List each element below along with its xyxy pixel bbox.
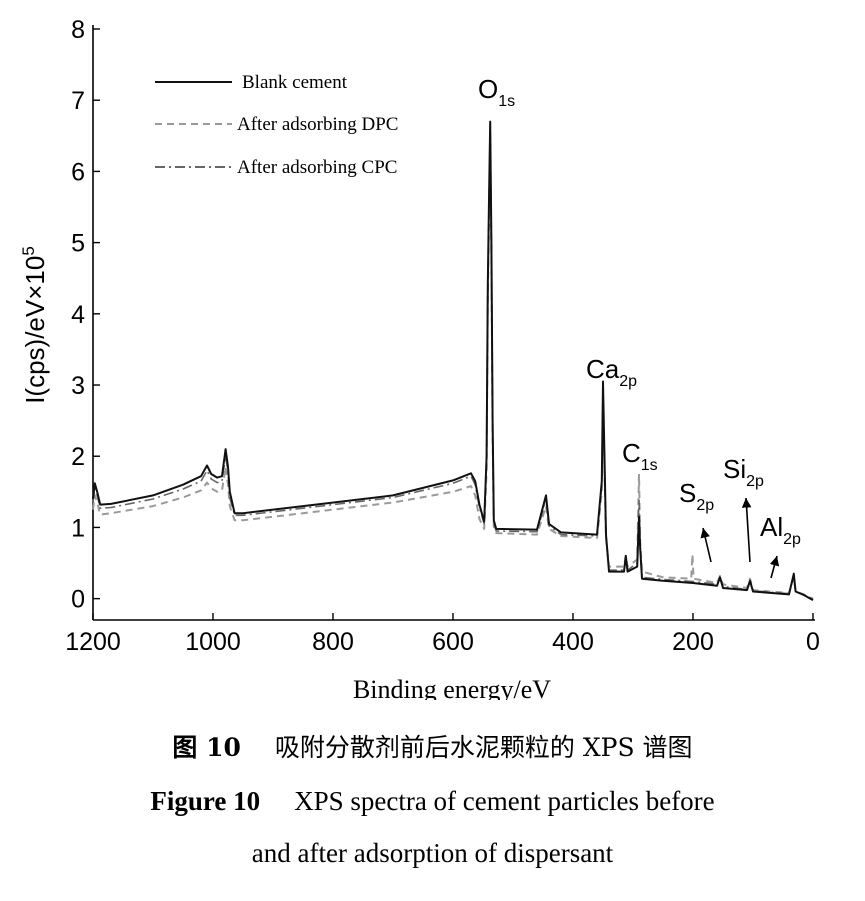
figure-caption-zh: 图 10 吸附分散剂前后水泥颗粒的 XPS 谱图 (0, 728, 865, 764)
y-tick-label: 3 (71, 372, 85, 400)
y-axis-label: I(cps)/eV×105 (19, 246, 50, 404)
y-tick-label: 8 (71, 16, 85, 44)
y-tick-label: 1 (71, 514, 85, 542)
series-layer (92, 120, 814, 601)
peak-arrow (769, 555, 780, 579)
y-tick-label: 7 (71, 87, 85, 115)
chart-legend: Blank cement After adsorbing DPC After ads… (146, 62, 446, 187)
peak-label: O1s (478, 74, 515, 110)
y-tick-label: 4 (71, 301, 85, 329)
x-tick-label: 1000 (185, 628, 241, 656)
x-tick-label: 800 (312, 628, 354, 656)
caption-zh-text: 吸附分散剂前后水泥颗粒的 XPS 谱图 (274, 733, 693, 762)
legend-label: After adsorbing DPC (237, 114, 398, 135)
x-tick-label: 0 (806, 628, 820, 656)
x-tick-label: 200 (672, 628, 714, 656)
peak-label: Al2p (760, 512, 801, 548)
caption-en-text-line1: XPS spectra of cement particles before (294, 786, 715, 816)
peak-label: S2p (679, 478, 714, 514)
series-line-blank-cement (92, 120, 814, 601)
series-line-after-adsorbing-dpc (92, 134, 814, 600)
figure-caption-en-line1: Figure 10 XPS spectra of cement particles… (0, 786, 865, 817)
x-axis-label: Binding energy/eV (353, 675, 551, 700)
x-tick-label: 1200 (65, 628, 121, 656)
x-tick-label: 600 (432, 628, 474, 656)
y-tick-label: 5 (71, 230, 85, 258)
xps-chart: 0 1 2 3 4 5 6 7 8 1200 1000 800 600 400 200 0 O1s Ca2p C1… (19, 16, 820, 700)
legend-label: Blank cement (242, 72, 348, 93)
y-tick-label: 0 (71, 586, 85, 614)
caption-en-text-line2: and after adsorption of dispersant (251, 838, 614, 868)
series-line-after-adsorbing-cpc (92, 127, 814, 601)
peak-arrow (741, 497, 752, 563)
y-axis-label-main: I(cps)/eV×10 (20, 256, 50, 404)
peak-label: C1s (622, 438, 658, 474)
peak-label: Si2p (723, 454, 764, 490)
y-tick-label: 6 (71, 158, 85, 186)
figure-caption-en-line2: and after adsorption of dispersant (0, 838, 865, 869)
legend-label: After adsorbing CPC (237, 157, 397, 178)
peak-arrow (700, 527, 712, 563)
caption-zh-label: 图 10 (172, 733, 241, 762)
caption-en-label: Figure 10 (150, 786, 261, 816)
x-tick-label: 400 (552, 628, 594, 656)
y-axis-label-exponent: 5 (19, 246, 38, 255)
y-tick-label: 2 (71, 443, 85, 471)
peak-annotations: O1s Ca2p C1s S2p Si2p Al2p (478, 74, 801, 579)
chart-axes: 0 1 2 3 4 5 6 7 8 1200 1000 800 600 400 200 0 (65, 16, 820, 656)
peak-label: Ca2p (586, 354, 637, 390)
